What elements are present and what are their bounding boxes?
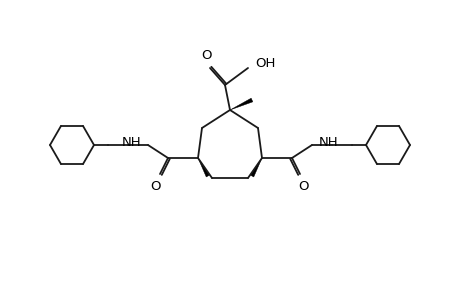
Text: NH: NH: [318, 136, 338, 148]
Polygon shape: [197, 158, 209, 177]
Polygon shape: [230, 98, 252, 110]
Text: OH: OH: [254, 56, 275, 70]
Text: O: O: [202, 49, 212, 62]
Text: O: O: [151, 180, 161, 193]
Text: O: O: [298, 180, 308, 193]
Polygon shape: [250, 158, 262, 177]
Text: NH: NH: [121, 136, 141, 148]
